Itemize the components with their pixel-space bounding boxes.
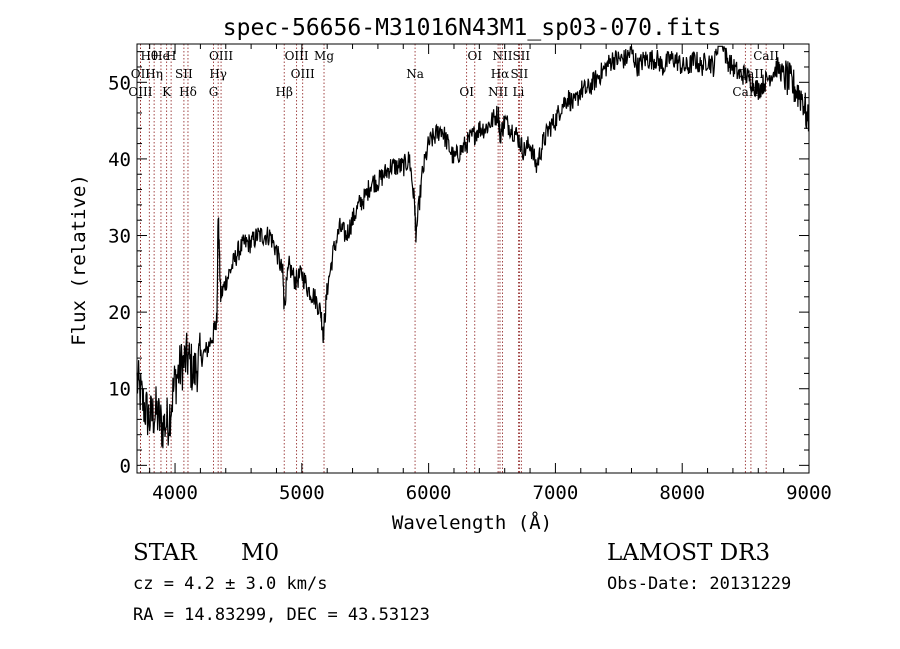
line-label-11: G bbox=[209, 85, 219, 99]
x-tick-label-4: 8000 bbox=[659, 482, 705, 504]
line-label-24: SII bbox=[512, 49, 530, 63]
line-label-8: Hδ bbox=[179, 85, 197, 99]
x-tick-label-1: 5000 bbox=[279, 482, 325, 504]
plot-frame bbox=[136, 43, 810, 474]
class-label: STAR bbox=[133, 540, 197, 566]
line-label-2: OIII bbox=[128, 85, 152, 99]
y-tick-label-5: 50 bbox=[108, 72, 131, 94]
cz-label: cz = 4.2 ± 3.0 km/s bbox=[133, 574, 327, 594]
x-tick-label-5: 9000 bbox=[786, 482, 832, 504]
x-tick-label-2: 6000 bbox=[406, 482, 452, 504]
line-label-12: OIII bbox=[285, 49, 309, 63]
y-tick-label-1: 10 bbox=[108, 379, 131, 401]
x-tick-label-3: 7000 bbox=[533, 482, 579, 504]
line-label-0: Hθ bbox=[140, 49, 158, 63]
line-label-14: Hβ bbox=[276, 85, 293, 99]
y-tick-label-3: 30 bbox=[108, 226, 131, 248]
y-tick-label-0: 0 bbox=[120, 455, 131, 477]
line-label-9: OIII bbox=[209, 49, 233, 63]
line-label-23: Li bbox=[512, 85, 524, 99]
line-label-13: OIII bbox=[291, 67, 315, 81]
line-label-3: He bbox=[152, 49, 170, 63]
chart-title: spec-56656-M31016N43M1_sp03-070.fits bbox=[223, 15, 722, 41]
x-tick-label-0: 4000 bbox=[152, 482, 198, 504]
line-label-21: NII bbox=[493, 49, 513, 63]
coords-label: RA = 14.83299, DEC = 43.53123 bbox=[133, 605, 430, 625]
y-axis-label: Flux (relative) bbox=[68, 174, 90, 346]
spectrum-line bbox=[136, 45, 810, 449]
line-label-7: SII bbox=[175, 67, 193, 81]
line-label-1: OII bbox=[131, 67, 151, 81]
y-tick-label-2: 20 bbox=[108, 302, 131, 324]
obs-date-label: Obs-Date: 20131229 bbox=[607, 574, 791, 594]
emission-line-markers bbox=[140, 44, 767, 473]
line-label-6: H bbox=[166, 49, 176, 63]
line-label-19: Hα bbox=[491, 67, 510, 81]
line-label-10: Hγ bbox=[209, 67, 227, 81]
emission-line-labels: Hθ OII OIII He Hη K H SII Hδ OIII Hγ G OIII OIII Hβ Mg N… bbox=[128, 49, 779, 99]
line-label-18: OI bbox=[467, 49, 482, 63]
line-label-15: Mg bbox=[314, 49, 334, 63]
y-tick-label-4: 40 bbox=[108, 149, 131, 171]
line-label-27: CaII bbox=[753, 49, 779, 63]
subclass-label: M0 bbox=[241, 540, 279, 566]
line-label-16: Na bbox=[406, 67, 424, 81]
line-label-4: Hη bbox=[145, 67, 163, 81]
line-label-20: NII bbox=[488, 85, 508, 99]
line-label-17: OI bbox=[459, 85, 474, 99]
axis-ticks: 4000 5000 6000 7000 8000 9000 0 10 20 30 40 50 bbox=[108, 44, 832, 504]
line-label-22: SII bbox=[511, 67, 529, 81]
x-axis-label: Wavelength (Å) bbox=[392, 511, 552, 534]
line-label-5: K bbox=[162, 85, 172, 99]
survey-label: LAMOST DR3 bbox=[607, 540, 770, 566]
